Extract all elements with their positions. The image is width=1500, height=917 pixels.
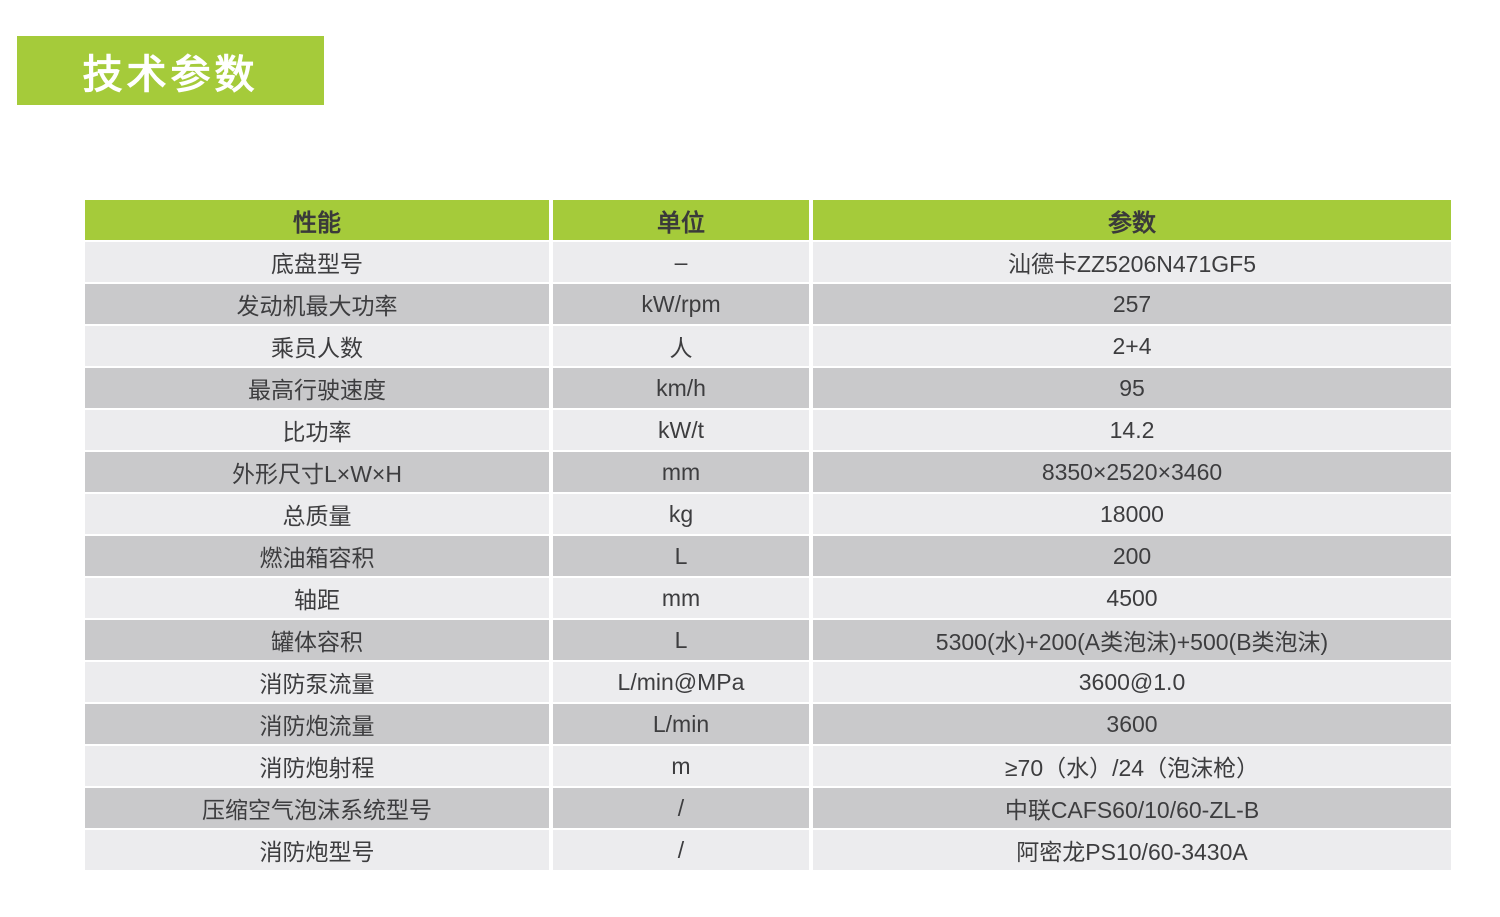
param-name-cell: 压缩空气泡沫系统型号: [85, 788, 549, 828]
param-name-cell: 比功率: [85, 410, 549, 450]
param-value-cell: 3600@1.0: [813, 662, 1451, 702]
param-value-cell: 汕德卡ZZ5206N471GF5: [813, 242, 1451, 282]
param-unit-cell: /: [553, 788, 809, 828]
column-header-parameter: 参数: [813, 200, 1451, 240]
param-unit-cell: /: [553, 830, 809, 870]
column-header-performance: 性能: [85, 200, 549, 240]
param-name-cell: 外形尺寸L×W×H: [85, 452, 549, 492]
param-value-cell: 中联CAFS60/10/60-ZL-B: [813, 788, 1451, 828]
param-unit-cell: mm: [553, 578, 809, 618]
section-title: 技术参数: [82, 52, 259, 97]
param-name-cell: 发动机最大功率: [85, 284, 549, 324]
param-value-cell: 14.2: [813, 410, 1451, 450]
param-name-cell: 总质量: [85, 494, 549, 534]
param-unit-cell: L/min: [553, 704, 809, 744]
param-unit-cell: 人: [553, 326, 809, 366]
param-value-cell: 5300(水)+200(A类泡沫)+500(B类泡沫): [813, 620, 1451, 660]
param-value-cell: 18000: [813, 494, 1451, 534]
param-name-cell: 乘员人数: [85, 326, 549, 366]
param-name-cell: 罐体容积: [85, 620, 549, 660]
param-value-cell: 阿密龙PS10/60-3430A: [813, 830, 1451, 870]
param-value-cell: 95: [813, 368, 1451, 408]
param-value-cell: 4500: [813, 578, 1451, 618]
param-unit-cell: L: [553, 620, 809, 660]
param-value-cell: 200: [813, 536, 1451, 576]
param-value-cell: 3600: [813, 704, 1451, 744]
section-title-banner: 技术参数: [17, 36, 324, 105]
param-unit-cell: m: [553, 746, 809, 786]
param-name-cell: 消防炮射程: [85, 746, 549, 786]
param-value-cell: 257: [813, 284, 1451, 324]
param-value-cell: ≥70（水）/24（泡沫枪）: [813, 746, 1451, 786]
column-header-unit: 单位: [553, 200, 809, 240]
param-unit-cell: kW/rpm: [553, 284, 809, 324]
param-unit-cell: L: [553, 536, 809, 576]
param-name-cell: 消防炮流量: [85, 704, 549, 744]
param-name-cell: 底盘型号: [85, 242, 549, 282]
spec-table: 性能 单位 参数 底盘型号 – 汕德卡ZZ5206N471GF5 发动机最大功率 kW/…: [85, 200, 1451, 870]
param-name-cell: 消防炮型号: [85, 830, 549, 870]
param-unit-cell: kW/t: [553, 410, 809, 450]
param-unit-cell: mm: [553, 452, 809, 492]
param-unit-cell: km/h: [553, 368, 809, 408]
param-name-cell: 最高行驶速度: [85, 368, 549, 408]
param-unit-cell: kg: [553, 494, 809, 534]
param-unit-cell: L/min@MPa: [553, 662, 809, 702]
param-value-cell: 8350×2520×3460: [813, 452, 1451, 492]
param-unit-cell: –: [553, 242, 809, 282]
param-name-cell: 消防泵流量: [85, 662, 549, 702]
param-name-cell: 燃油箱容积: [85, 536, 549, 576]
param-name-cell: 轴距: [85, 578, 549, 618]
param-value-cell: 2+4: [813, 326, 1451, 366]
